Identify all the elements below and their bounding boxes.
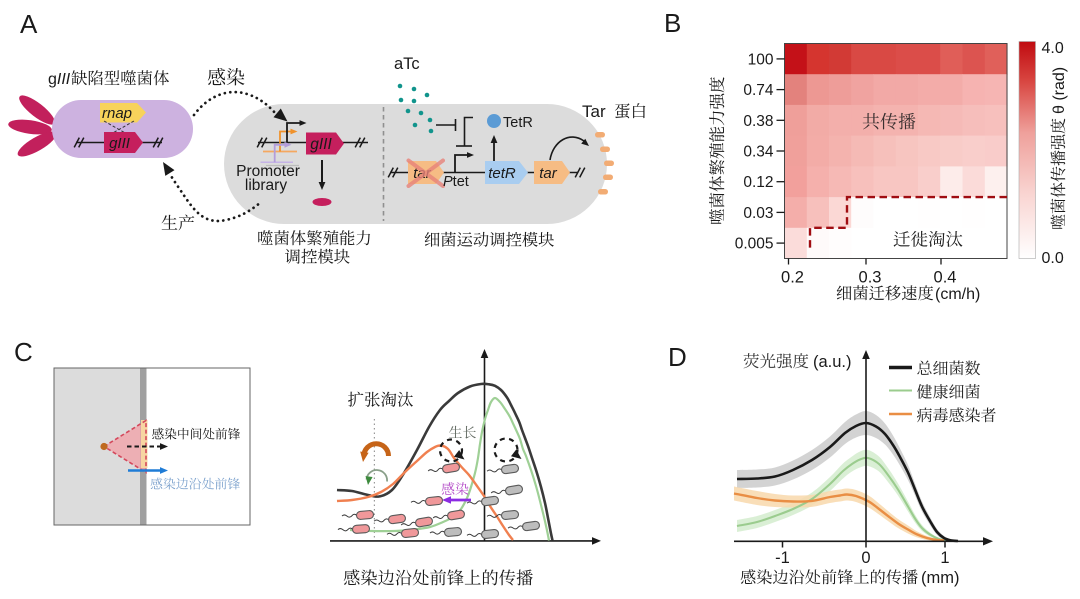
svg-text:0.005: 0.005 [735, 236, 774, 253]
svg-text:100: 100 [748, 51, 774, 68]
svg-text:(mm): (mm) [921, 569, 959, 587]
svg-text:1: 1 [940, 549, 949, 567]
svg-text:0.34: 0.34 [743, 144, 774, 161]
svg-text:B: B [664, 8, 681, 38]
svg-text:aTc: aTc [394, 55, 420, 73]
svg-text:0.3: 0.3 [859, 269, 882, 287]
svg-text:tar: tar [539, 165, 558, 182]
svg-text:0.12: 0.12 [743, 174, 773, 191]
svg-text:A: A [20, 9, 38, 39]
svg-text:Promoter: Promoter [236, 163, 300, 180]
svg-text:TetR: TetR [503, 115, 533, 131]
svg-text:gIII: gIII [310, 136, 332, 153]
svg-text:0.38: 0.38 [743, 113, 773, 130]
svg-text:-1: -1 [775, 549, 790, 567]
svg-text:tetR: tetR [488, 165, 516, 182]
svg-text:0.2: 0.2 [781, 269, 804, 287]
svg-text:rnap: rnap [102, 105, 132, 122]
svg-text:(cm/h): (cm/h) [935, 286, 980, 303]
svg-text:Tar: Tar [582, 102, 606, 121]
svg-text:0.03: 0.03 [743, 205, 773, 222]
svg-text:D: D [668, 342, 687, 372]
svg-text:gIII: gIII [48, 71, 71, 88]
svg-text:0.0: 0.0 [1042, 250, 1064, 267]
svg-text:θ (rad): θ (rad) [1051, 67, 1068, 114]
svg-text:4.0: 4.0 [1042, 40, 1064, 57]
svg-text:0: 0 [861, 549, 870, 567]
svg-text:C: C [14, 337, 33, 367]
svg-text:gIII: gIII [109, 135, 130, 152]
svg-text:library: library [245, 177, 287, 194]
svg-text:0.74: 0.74 [743, 82, 774, 99]
svg-text:0.4: 0.4 [934, 269, 957, 287]
svg-text:(a.u.): (a.u.) [813, 353, 852, 371]
svg-text:Ptet: Ptet [443, 174, 469, 190]
